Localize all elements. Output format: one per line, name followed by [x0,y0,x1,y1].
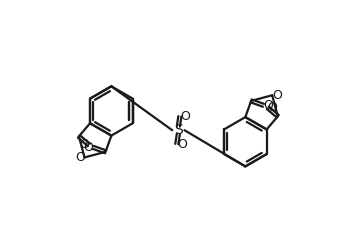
Text: O: O [177,138,187,151]
Text: O: O [79,138,89,151]
Text: O: O [263,99,273,112]
Text: O: O [75,151,85,164]
Text: O: O [268,101,277,114]
Text: O: O [180,110,190,123]
Text: O: O [84,141,94,154]
Text: S: S [174,123,183,137]
Text: O: O [272,89,282,102]
